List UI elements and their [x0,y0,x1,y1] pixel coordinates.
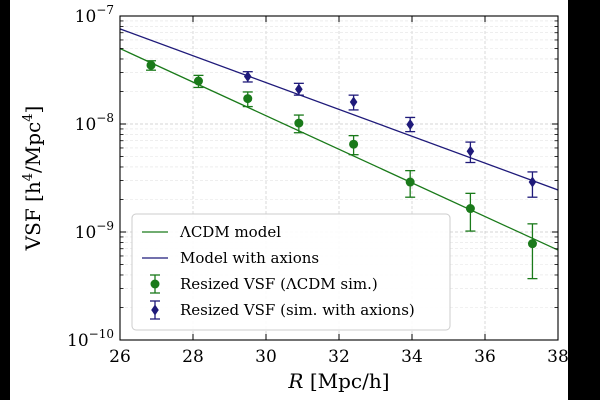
data-point-diamond [406,118,414,130]
legend-label: Resized VSF (sim. with axions) [180,301,415,319]
data-point-diamond [243,71,252,83]
y-axis-title: VSF [h4/Mpc4] [21,106,45,252]
data-point-circle [465,204,475,214]
legend: ΛCDM model Model with axions Resized VSF (… [131,213,451,331]
data-point-circle [243,94,253,104]
x-axis-title: R [Mpc/h] [287,369,389,393]
y-tick-label: 10−8 [75,111,114,135]
x-tick-label: 32 [328,347,350,367]
vsf-chart: 26 28 30 32 34 36 38 10−10 10−9 10−8 10−7 R [Mpc/h]… [21,3,568,393]
legend-marker-circle [150,279,160,289]
legend-box [131,213,451,331]
data-point-circle [527,239,537,249]
legend-label: ΛCDM model [179,223,281,241]
legend-label: Resized VSF (ΛCDM sim.) [180,275,378,293]
legend-marker-diamond [151,304,159,316]
x-tick-label: 34 [401,347,423,367]
x-tick-label: 28 [182,347,204,367]
data-point-circle [193,76,203,86]
data-point-circle [405,177,415,187]
y-axis-title-group: VSF [h4/Mpc4] [21,106,45,252]
x-tick-label: 36 [474,347,496,367]
y-tick-label: 10−9 [75,219,114,243]
data-point-circle [349,139,359,149]
x-tick-label: 30 [255,347,277,367]
y-tick-label: 10−10 [67,327,114,351]
y-tick-label: 10−7 [75,3,114,27]
series-line-0 [120,47,558,251]
data-point-diamond [295,83,303,95]
legend-label: Model with axions [180,249,319,267]
data-point-diamond [349,96,358,108]
data-point-diamond [466,145,475,157]
figure-panel: 26 28 30 32 34 36 38 10−10 10−9 10−8 10−7 R [Mpc/h]… [10,0,568,400]
series-layer [120,28,558,280]
series-line-1 [120,28,558,191]
data-point-diamond [528,176,537,188]
x-tick-label: 38 [547,347,568,367]
data-point-circle [294,118,304,128]
x-tick-label: 26 [109,347,131,367]
data-point-circle [146,60,156,70]
